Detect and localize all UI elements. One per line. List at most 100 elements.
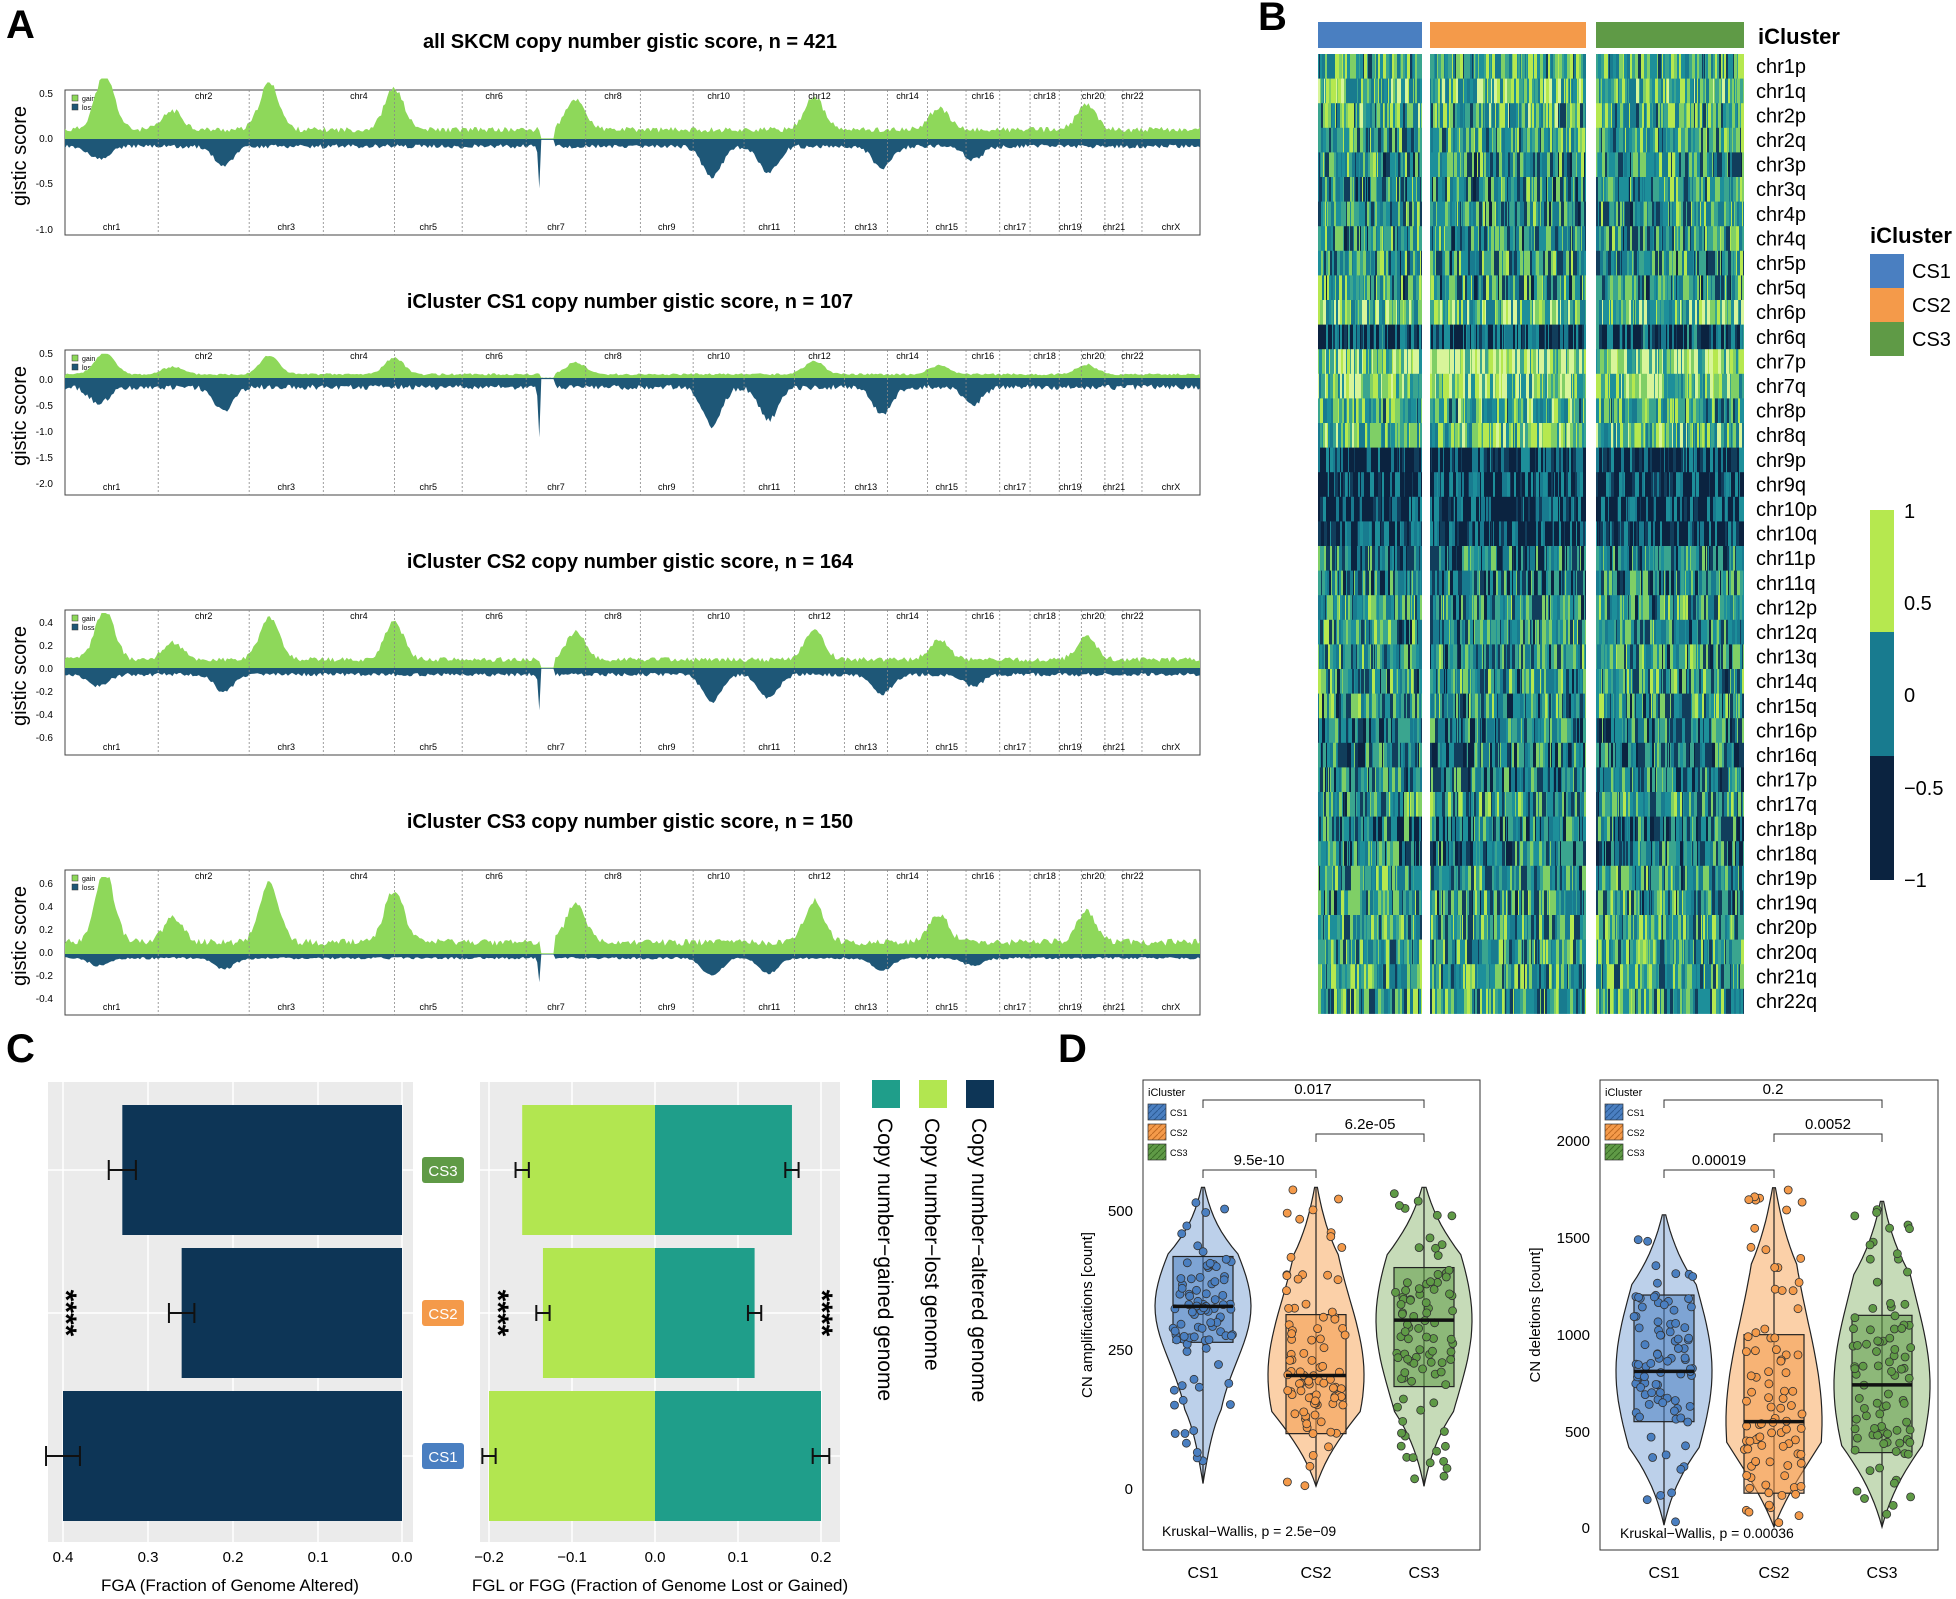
heatmap-cell — [1683, 226, 1685, 252]
heatmap-cell — [1377, 349, 1378, 375]
heatmap-cell — [1449, 152, 1451, 178]
heatmap-cell — [1585, 472, 1586, 498]
heatmap-cell — [1568, 78, 1569, 104]
cluster-bar-cs3 — [1596, 22, 1744, 48]
heatmap-cell — [1397, 275, 1400, 301]
heatmap-cell — [1577, 250, 1579, 276]
heatmap-cell — [1724, 201, 1726, 227]
heatmap-cell — [1730, 595, 1733, 621]
heatmap-cell — [1512, 398, 1514, 424]
heatmap-cell — [1503, 423, 1506, 449]
heatmap-cell — [1670, 398, 1672, 424]
heatmap-cell — [1718, 250, 1720, 276]
heatmap-cell — [1528, 496, 1530, 522]
heatmap-cell — [1706, 447, 1707, 473]
heatmap-cell — [1505, 54, 1508, 80]
heatmap-cell — [1377, 570, 1380, 596]
heatmap-cell — [1599, 619, 1602, 645]
heatmap-cell — [1733, 226, 1736, 252]
heatmap-cell — [1452, 300, 1455, 326]
heatmap-cell — [1396, 373, 1399, 399]
heatmap-cell — [1335, 127, 1337, 153]
heatmap-cell — [1663, 496, 1666, 522]
heatmap-cell — [1338, 373, 1339, 399]
heatmap-cell — [1582, 423, 1584, 449]
heatmap-cell — [1364, 496, 1365, 522]
heatmap-cell — [1507, 496, 1510, 522]
heatmap-cell — [1706, 152, 1707, 178]
heatmap-cell — [1623, 275, 1625, 301]
heatmap-cell — [1524, 226, 1527, 252]
heatmap-cell — [1731, 226, 1733, 252]
heatmap-cell — [1605, 595, 1607, 621]
heatmap-cell — [1652, 595, 1655, 621]
heatmap-cell — [1704, 275, 1706, 301]
heatmap-cell — [1525, 103, 1528, 129]
heatmap-cell — [1491, 324, 1493, 350]
heatmap-cell — [1720, 226, 1721, 252]
heatmap-cell — [1402, 447, 1404, 473]
heatmap-cell — [1637, 201, 1640, 227]
heatmap-cell — [1454, 324, 1457, 350]
heatmap-cell — [1524, 447, 1527, 473]
heatmap-cell — [1553, 472, 1554, 498]
heatmap-cell — [1706, 103, 1707, 129]
heatmap-cell — [1672, 300, 1675, 326]
heatmap-cell — [1725, 373, 1727, 399]
heatmap-cell — [1378, 152, 1381, 178]
heatmap-cell — [1575, 595, 1578, 621]
heatmap-cell — [1711, 250, 1712, 276]
heatmap-cell — [1530, 250, 1532, 276]
heatmap-cell — [1394, 546, 1395, 572]
heatmap-cell — [1508, 103, 1509, 129]
heatmap-cell — [1650, 54, 1653, 80]
heatmap-cell — [1513, 423, 1514, 449]
heatmap-cell — [1730, 226, 1731, 252]
heatmap-cell — [1411, 398, 1413, 424]
heatmap-cell — [1737, 103, 1738, 129]
heatmap-cell — [1370, 619, 1372, 645]
heatmap-cell — [1390, 177, 1392, 203]
heatmap-cell — [1391, 398, 1392, 424]
heatmap-cell — [1599, 275, 1602, 301]
heatmap-cell — [1604, 54, 1605, 80]
heatmap-cell — [1325, 177, 1326, 203]
heatmap-cell — [1390, 472, 1392, 498]
heatmap-cell — [1514, 496, 1516, 522]
heatmap-cell — [1666, 324, 1667, 350]
heatmap-cell — [1442, 152, 1445, 178]
heatmap-cell — [1725, 250, 1728, 276]
heatmap-cell — [1405, 324, 1407, 350]
heatmap-cell — [1575, 570, 1576, 596]
heatmap-cell — [1400, 201, 1403, 227]
heatmap-cell — [1481, 472, 1484, 498]
heatmap-cell — [1420, 127, 1421, 153]
heatmap-cell — [1449, 423, 1451, 449]
heatmap-cell — [1657, 54, 1658, 80]
heatmap-cell — [1578, 275, 1580, 301]
heatmap-cell — [1320, 447, 1323, 473]
heatmap-cell — [1682, 300, 1683, 326]
heatmap-cell — [1489, 496, 1491, 522]
heatmap-cell — [1700, 152, 1703, 178]
heatmap-cell — [1631, 595, 1633, 621]
heatmap-cell — [1531, 349, 1533, 375]
heatmap-cell — [1639, 496, 1640, 522]
heatmap-cell — [1600, 250, 1603, 276]
heatmap-cell — [1420, 78, 1422, 104]
heatmap-cell — [1691, 398, 1692, 424]
heatmap-cell — [1324, 324, 1326, 350]
heatmap-cell — [1333, 398, 1335, 424]
heatmap-cell — [1702, 373, 1703, 399]
heatmap-cell — [1617, 349, 1618, 375]
heatmap-cell — [1417, 423, 1419, 449]
heatmap-cell — [1561, 398, 1564, 424]
heatmap-cell — [1451, 275, 1454, 301]
heatmap-cell — [1655, 78, 1658, 104]
heatmap-cell — [1569, 78, 1570, 104]
heatmap-cell — [1637, 250, 1638, 276]
heatmap-cell — [1498, 570, 1501, 596]
heatmap-cell — [1552, 521, 1553, 547]
heatmap-cell — [1359, 570, 1362, 596]
heatmap-cell — [1499, 423, 1501, 449]
